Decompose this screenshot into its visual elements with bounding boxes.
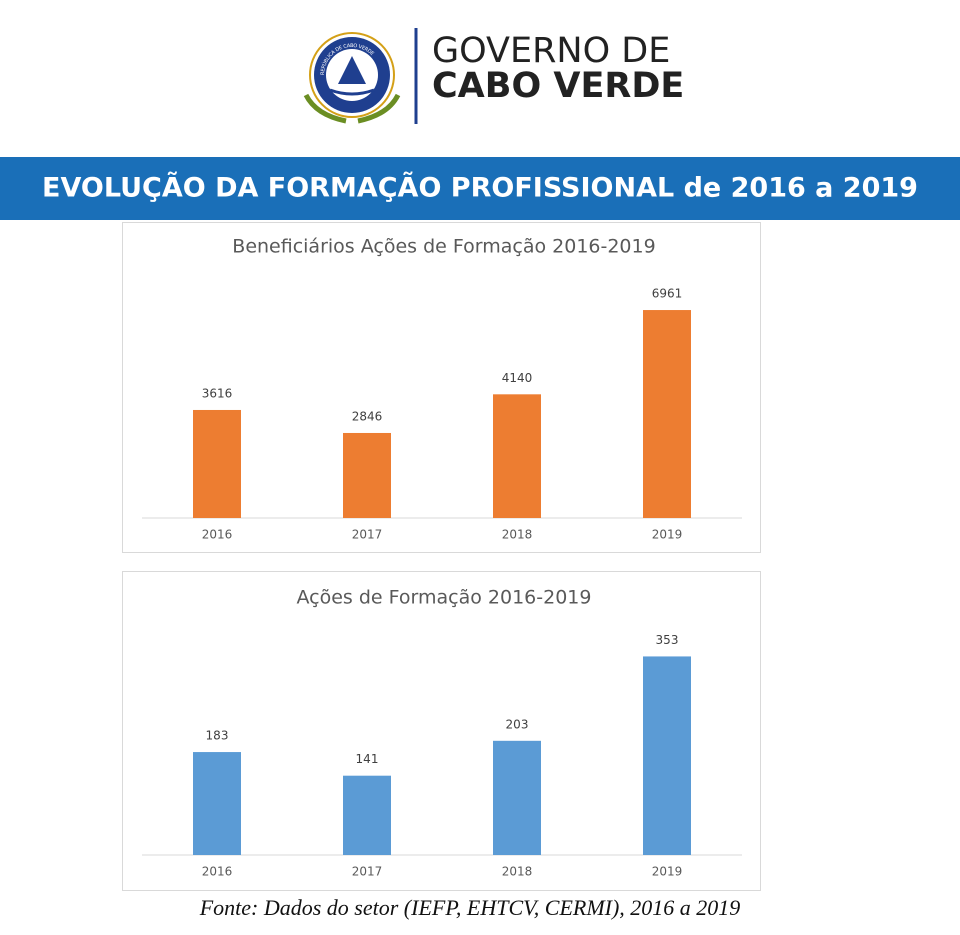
data-label: 4140 <box>502 371 533 385</box>
data-label: 353 <box>656 633 679 647</box>
data-label: 183 <box>206 729 229 743</box>
gov-line2: CABO VERDE <box>432 66 684 106</box>
gov-line1: GOVERNO DE <box>432 31 670 71</box>
x-tick-label: 2016 <box>202 528 233 542</box>
x-tick-label: 2019 <box>652 528 683 542</box>
bar <box>343 432 391 518</box>
source-note: Fonte: Dados do setor (IEFP, EHTCV, CERM… <box>199 895 741 920</box>
bar <box>193 409 241 518</box>
x-tick-label: 2018 <box>502 528 533 542</box>
banner-title: EVOLUÇÃO DA FORMAÇÃO PROFISSIONAL de 201… <box>42 172 918 204</box>
x-tick-label: 2016 <box>202 865 233 879</box>
data-label: 3616 <box>202 386 233 400</box>
x-tick-label: 2017 <box>352 528 383 542</box>
bar <box>193 752 241 855</box>
chart-title: Ações de Formação 2016-2019 <box>297 587 592 609</box>
x-tick-label: 2019 <box>652 865 683 879</box>
logo: REPÚBLICA DE CABO VERDE <box>303 32 401 124</box>
bar <box>493 740 541 855</box>
seal-triangle <box>338 56 366 84</box>
x-tick-label: 2018 <box>502 865 533 879</box>
bar <box>643 656 691 855</box>
data-label: 6961 <box>652 287 683 301</box>
data-label: 2846 <box>352 409 383 423</box>
seal-waves <box>329 88 375 96</box>
bar <box>343 775 391 855</box>
x-tick-label: 2017 <box>352 865 383 879</box>
laurel <box>303 93 401 124</box>
chart-title: Beneficiários Ações de Formação 2016-201… <box>232 236 655 258</box>
data-label: 203 <box>506 717 529 731</box>
bar <box>643 310 691 518</box>
banner <box>0 157 960 220</box>
bar <box>493 394 541 518</box>
data-label: 141 <box>356 752 379 766</box>
